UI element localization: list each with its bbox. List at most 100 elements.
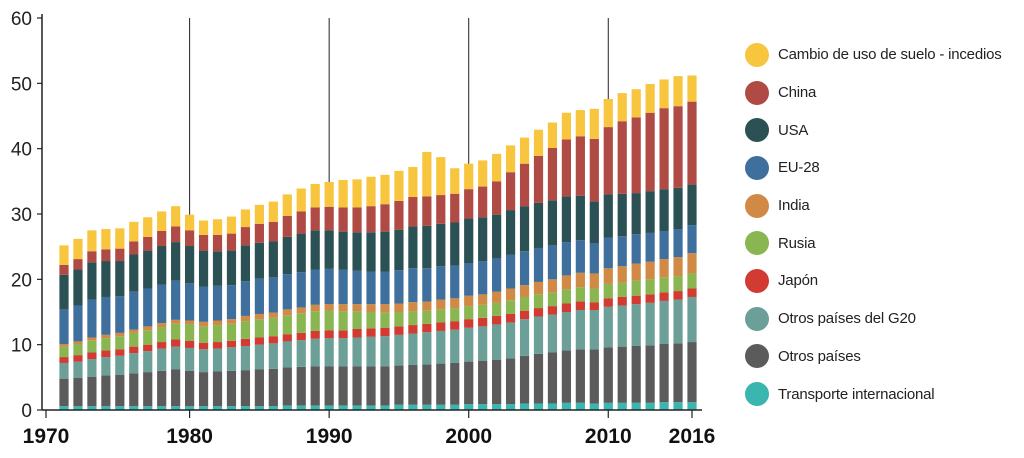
bar-segment [240, 321, 251, 339]
bar-segment [157, 246, 167, 285]
bar-segment [645, 232, 655, 262]
legend-item: India [745, 187, 1020, 225]
bar-segment [394, 326, 404, 335]
bar-segment [575, 136, 585, 196]
y-tick-label: 20 [11, 270, 32, 291]
bar-segment [645, 261, 655, 280]
bar-segment [352, 328, 362, 338]
bar-segment [240, 227, 251, 246]
bar-segment [185, 406, 195, 410]
bar-segment [631, 304, 641, 346]
bar-segment [575, 301, 585, 311]
bar-segment [589, 302, 599, 311]
y-tick-label: 0 [21, 401, 32, 422]
bar-segment [226, 323, 237, 341]
bar-segment [645, 112, 655, 192]
bar-segment [73, 361, 83, 378]
bar-segment [408, 311, 418, 326]
bar-segment [115, 248, 125, 262]
bar-segment [310, 366, 320, 406]
bar-segment [296, 340, 306, 367]
bar-segment [366, 366, 376, 406]
bar-segment [73, 269, 83, 306]
bar-segment [254, 369, 264, 407]
bar-segment [575, 402, 585, 410]
bar-segment [240, 345, 251, 371]
bar-segment [380, 312, 390, 328]
bar-segment [659, 79, 669, 109]
bar-segment [436, 404, 446, 410]
bar-segment [478, 261, 488, 295]
bar-segment [687, 296, 697, 343]
bar-segment [631, 117, 641, 194]
legend-swatch [745, 231, 769, 256]
axes-layer [37, 14, 702, 418]
bar-segment [519, 355, 530, 404]
bar-segment [394, 229, 404, 271]
bar-segment [464, 218, 474, 263]
bar-segment [226, 216, 237, 234]
bar-segment [296, 307, 306, 314]
bar-segment [394, 170, 404, 201]
bar-segment [617, 296, 627, 306]
bar-segment [310, 338, 320, 367]
bar-segment [129, 353, 139, 374]
bar-segment [505, 313, 516, 323]
bar-segment [240, 245, 251, 282]
bar-segment [226, 370, 237, 407]
y-tick-label: 60 [11, 9, 32, 30]
bar-segment [408, 197, 418, 227]
bar-segment [575, 272, 585, 288]
bar-segment [603, 347, 613, 403]
bar-segment [185, 324, 195, 341]
bar-segment [171, 226, 181, 243]
bar-segment [617, 93, 627, 122]
bar-segment [324, 304, 334, 311]
bar-segment [380, 336, 390, 367]
bar-segment [143, 351, 153, 373]
bar-segment [533, 129, 544, 156]
bar-segment [673, 402, 683, 410]
bar-segment [296, 233, 306, 273]
bar-segment [422, 196, 432, 226]
bar-segment [87, 337, 97, 341]
bar-segment [366, 176, 376, 207]
bar-segment [450, 362, 460, 405]
bar-segment [408, 404, 418, 410]
stacked-bar-chart: 0 10 20 30 40 50 60 1970 1980 1990 2000 2010 2016 [11, 9, 716, 448]
bar-segment [324, 310, 334, 331]
bar-segment [352, 405, 362, 410]
bar-segment [673, 76, 683, 107]
bar-segment [561, 242, 571, 276]
bar-segment [212, 251, 223, 286]
bar-segment [673, 291, 683, 300]
bar-segment [310, 183, 320, 208]
bar-segment [324, 366, 334, 406]
bar-segment [171, 369, 181, 407]
bar-segment [645, 302, 655, 346]
bar-segment [338, 304, 348, 312]
bar-segment [631, 263, 641, 281]
bar-segment [59, 264, 69, 275]
bar-segment [212, 285, 223, 321]
bar-segment [352, 366, 362, 406]
bar-segment [645, 83, 655, 113]
bar-segment [143, 288, 153, 327]
bar-segment [464, 327, 474, 362]
bar-segment [268, 317, 278, 337]
bar-segment [296, 313, 306, 333]
bar-segment [171, 406, 181, 410]
bar-segment [352, 207, 362, 233]
bar-segment [394, 334, 404, 366]
bar-segment [422, 225, 432, 269]
bar-segment [226, 406, 237, 410]
bar-segment [338, 269, 348, 305]
bar-segment [366, 336, 376, 367]
y-tick-label: 10 [11, 336, 32, 357]
bar-segment [282, 236, 292, 275]
bar-segment [157, 406, 167, 410]
bar-segment [450, 168, 460, 194]
bar-segment [547, 314, 558, 353]
bar-segment [157, 342, 167, 349]
bar-segment [185, 340, 195, 348]
